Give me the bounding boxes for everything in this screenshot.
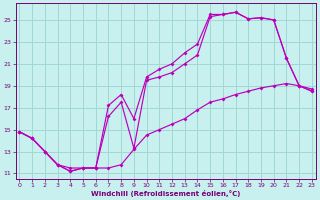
X-axis label: Windchill (Refroidissement éolien,°C): Windchill (Refroidissement éolien,°C)	[91, 190, 240, 197]
